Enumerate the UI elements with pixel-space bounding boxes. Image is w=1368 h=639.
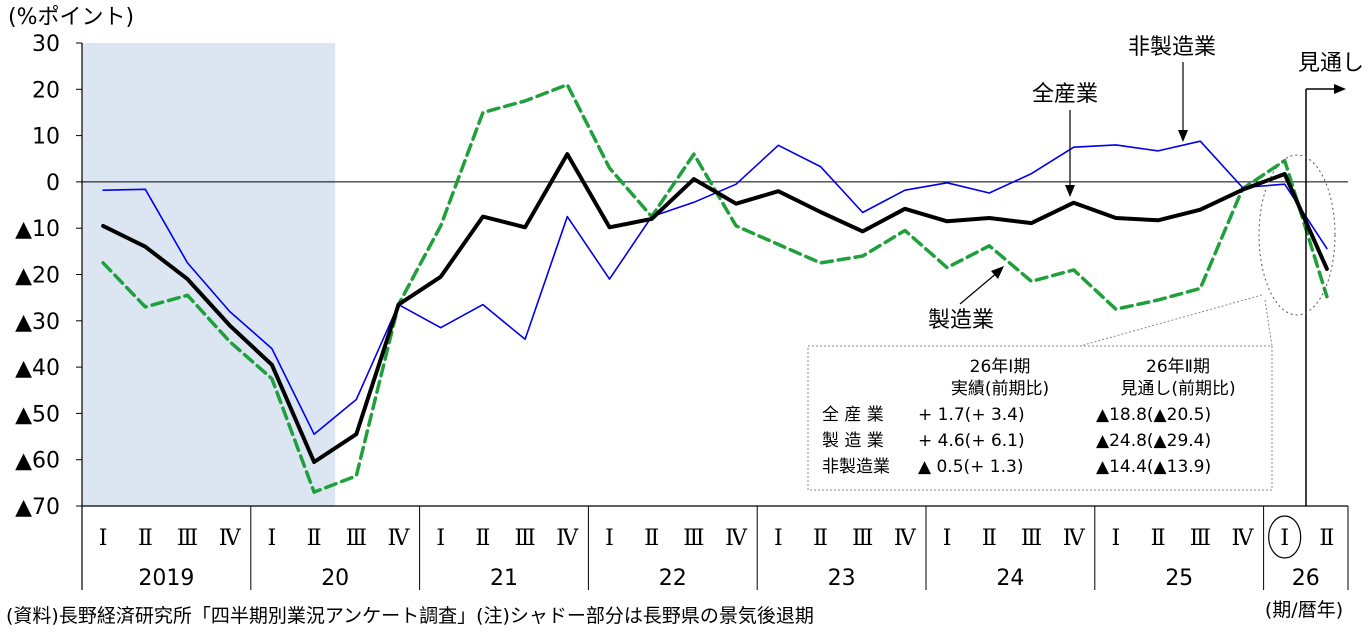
y-tick-label: ▲60 xyxy=(15,449,60,474)
quarter-label: Ⅲ xyxy=(177,526,198,551)
quarter-label: Ⅳ xyxy=(388,526,411,551)
quarter-label: Ⅰ xyxy=(774,526,783,551)
recession-shading xyxy=(82,43,336,506)
year-label: 21 xyxy=(490,566,518,591)
quarter-label: Ⅰ xyxy=(605,526,614,551)
quarter-label: Ⅰ xyxy=(436,526,445,551)
legend-row-col2: ▲18.8(▲20.5) xyxy=(1096,405,1211,425)
annotation-non-manufacturing: 非製造業 xyxy=(1128,35,1216,60)
quarter-label: Ⅱ xyxy=(138,526,153,551)
y-tick-label: ▲40 xyxy=(15,356,60,381)
quarter-label: Ⅳ xyxy=(725,526,748,551)
quarter-label: Ⅱ xyxy=(813,526,828,551)
quarter-label: Ⅱ xyxy=(644,526,659,551)
arrow-manufacturing xyxy=(959,271,999,305)
quarter-label: Ⅲ xyxy=(852,526,873,551)
arrowhead-all-industries xyxy=(1065,185,1075,197)
quarter-label: Ⅰ xyxy=(99,526,108,551)
y-tick-label: ▲10 xyxy=(15,217,60,242)
ellipse-leader-line-lower xyxy=(1264,299,1273,347)
arrowhead-non-manufacturing xyxy=(1178,130,1188,142)
legend-row-label: 全 産 業 xyxy=(822,405,884,425)
quarter-label: Ⅰ xyxy=(943,526,952,551)
year-label: 20 xyxy=(321,566,349,591)
y-tick-label: ▲30 xyxy=(15,310,60,335)
y-tick-label: 10 xyxy=(32,125,60,150)
forecast-label: 見通し xyxy=(1298,51,1364,76)
y-tick-label: ▲70 xyxy=(15,495,60,520)
quarter-label: Ⅱ xyxy=(982,526,997,551)
year-label: 24 xyxy=(996,566,1024,591)
quarter-label: Ⅰ xyxy=(1280,526,1289,551)
quarter-label: Ⅰ xyxy=(268,526,277,551)
year-label: 26 xyxy=(1292,566,1320,591)
legend-col2-header-1: 26年Ⅱ期 xyxy=(1146,357,1210,377)
quarter-label: Ⅲ xyxy=(514,526,535,551)
legend-row-col1: ▲ 0.5(+ 1.3) xyxy=(918,457,1023,477)
legend-row-col2: ▲14.4(▲13.9) xyxy=(1096,457,1211,477)
quarter-label: Ⅱ xyxy=(475,526,490,551)
y-tick-label: ▲20 xyxy=(15,264,60,289)
year-label: 25 xyxy=(1165,566,1193,591)
x-unit-label: (期/暦年) xyxy=(1265,599,1343,621)
y-tick-label: 0 xyxy=(46,171,60,196)
legend-row-col1: + 1.7(+ 3.4) xyxy=(918,405,1025,425)
quarter-label: Ⅲ xyxy=(1021,526,1042,551)
legend-row-label: 非製造業 xyxy=(822,457,890,477)
year-label: 23 xyxy=(828,566,856,591)
ellipse-leader-line-upper xyxy=(1079,294,1263,347)
latest-quarter-ellipse xyxy=(1258,154,1336,316)
legend-col1-header-2: 実績(前期比) xyxy=(951,379,1049,399)
quarter-label: Ⅲ xyxy=(683,526,704,551)
quarter-label: Ⅱ xyxy=(307,526,322,551)
quarter-label: Ⅳ xyxy=(1063,526,1086,551)
year-label: 2019 xyxy=(138,566,194,591)
y-tick-label: 30 xyxy=(32,32,60,57)
legend-col1-header-1: 26年Ⅰ期 xyxy=(970,357,1031,377)
annotation-manufacturing: 製造業 xyxy=(928,308,994,333)
legend-col2-header-2: 見通し(前期比) xyxy=(1120,379,1235,399)
quarter-label: Ⅳ xyxy=(556,526,579,551)
y-tick-label: 20 xyxy=(32,78,60,103)
quarter-label: Ⅰ xyxy=(1112,526,1121,551)
quarter-label: Ⅱ xyxy=(1319,526,1334,551)
legend-row-col1: + 4.6(+ 6.1) xyxy=(918,431,1025,451)
quarter-label: Ⅱ xyxy=(1151,526,1166,551)
latest-quarter-circle xyxy=(1268,515,1302,559)
forecast-arrow-head xyxy=(1334,84,1346,94)
y-tick-label: ▲50 xyxy=(15,402,60,427)
legend-row-label: 製 造 業 xyxy=(822,431,884,451)
source-note: (資料)長野経済研究所「四半期別業況アンケート調査」(注)シャドー部分は長野県の… xyxy=(6,605,814,627)
series-line xyxy=(101,152,1329,464)
quarter-label: Ⅳ xyxy=(894,526,917,551)
quarter-label: Ⅳ xyxy=(1232,526,1255,551)
quarter-label: Ⅳ xyxy=(219,526,242,551)
arrowhead-manufacturing xyxy=(991,266,1004,279)
quarter-label: Ⅲ xyxy=(346,526,367,551)
legend-box xyxy=(807,345,1273,491)
quarter-label: Ⅲ xyxy=(1190,526,1211,551)
y-axis-label: (%ポイント) xyxy=(8,5,134,30)
year-label: 22 xyxy=(659,566,687,591)
legend-row-col2: ▲24.8(▲29.4) xyxy=(1096,431,1211,451)
annotation-all-industries: 全産業 xyxy=(1032,82,1098,107)
